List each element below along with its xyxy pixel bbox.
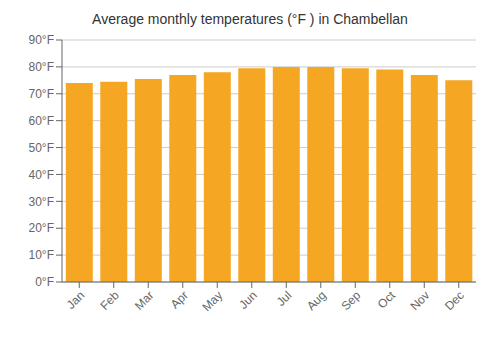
svg-text:May: May (199, 288, 225, 314)
svg-text:20°F: 20°F (29, 221, 54, 235)
svg-text:Mar: Mar (132, 288, 157, 313)
svg-text:Oct: Oct (375, 288, 399, 312)
svg-text:Aug: Aug (304, 288, 329, 313)
svg-text:Nov: Nov (407, 288, 432, 313)
svg-text:Jan: Jan (64, 288, 88, 312)
svg-text:70°F: 70°F (29, 87, 54, 101)
svg-text:Dec: Dec (442, 288, 467, 313)
svg-text:Apr: Apr (168, 288, 191, 311)
svg-text:80°F: 80°F (29, 60, 54, 74)
svg-text:30°F: 30°F (29, 195, 54, 209)
svg-text:50°F: 50°F (29, 141, 54, 155)
svg-text:90°F: 90°F (29, 33, 54, 47)
svg-text:0°F: 0°F (35, 275, 54, 289)
html-text:Average monthly temperatures (: Average monthly temperatures (°F ) in Ch… (92, 11, 408, 27)
svg-text:Jul: Jul (274, 288, 295, 309)
svg-text:Feb: Feb (97, 288, 122, 313)
svg-text:10°F: 10°F (29, 248, 54, 262)
svg-text:Sep: Sep (338, 288, 363, 313)
svg-text:40°F: 40°F (29, 168, 54, 182)
svg-text:60°F: 60°F (29, 114, 54, 128)
svg-text:Jun: Jun (236, 288, 260, 312)
